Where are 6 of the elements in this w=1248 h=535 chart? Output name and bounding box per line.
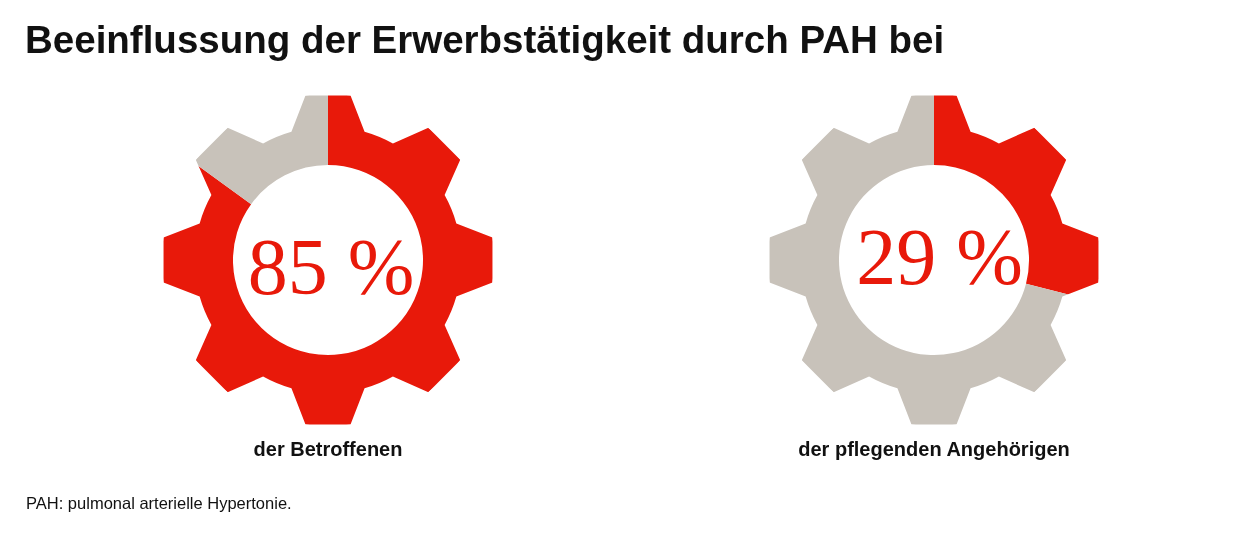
text: der pflegenden Angehörigen [797,438,1071,460]
chart-title: Beeinflussung der Erwerbstätigkeit durch PAH bei [25,17,945,63]
text: PAH: pulmonal arterielle Hypertonie. [26,493,292,514]
data-label: 85 % [247,223,415,312]
data-label: 29 % [856,212,1023,301]
text: der Betroffenen [252,438,404,460]
